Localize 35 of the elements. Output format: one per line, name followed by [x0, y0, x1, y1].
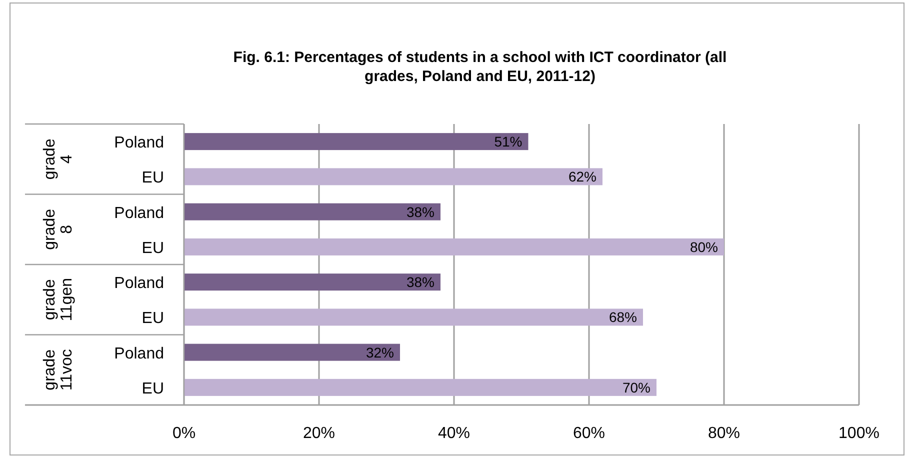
series-label: Poland: [114, 134, 164, 152]
x-tick-label: 0%: [172, 425, 196, 442]
x-tick-label: 40%: [438, 425, 470, 442]
x-tick-label: 100%: [838, 425, 880, 442]
data-label: 38%: [406, 274, 435, 290]
y-tick-label: grade 8: [42, 208, 76, 250]
bar: [184, 274, 440, 291]
x-tick-label: 20%: [302, 425, 336, 442]
y-tick-label: grade 11gen: [42, 278, 76, 322]
bar: [184, 308, 643, 326]
text: EU: [142, 310, 164, 328]
data-label: 32%: [366, 344, 394, 360]
bar: [184, 238, 724, 256]
text: EU: [142, 240, 164, 257]
data-label: 38%: [406, 204, 435, 220]
data-label: 68%: [608, 309, 638, 326]
chart-title: Fig. 6.1: Percentages of students in a school with ICT coordinator (all grades, Poland and EU, 2011-12): [233, 49, 727, 85]
data-label: 70%: [622, 379, 651, 396]
text: EU: [142, 380, 164, 398]
x-tick-label: 80%: [708, 425, 740, 442]
data-label: 80%: [690, 238, 718, 255]
series-label: EU: [142, 170, 164, 187]
bar: [184, 378, 656, 396]
data-label: 51%: [494, 134, 522, 150]
text: Poland: [114, 204, 164, 222]
text: Poland: [114, 275, 164, 292]
y-tick-label: grade 11voc: [42, 349, 76, 391]
y-tick-label: grade 4: [42, 138, 76, 180]
bar: [184, 344, 400, 361]
x-tick-label: 60%: [572, 425, 606, 442]
bar: [184, 203, 440, 220]
text: Poland: [114, 345, 164, 362]
bar: [184, 133, 528, 150]
data-label: 62%: [568, 168, 597, 185]
bar: [184, 168, 602, 186]
